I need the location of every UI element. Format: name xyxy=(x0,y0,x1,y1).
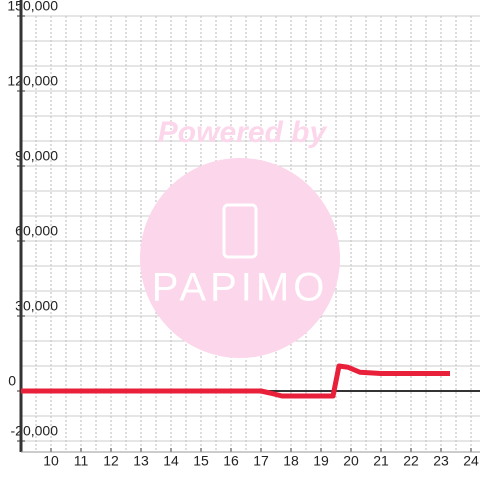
x-tick-label: 17 xyxy=(253,453,269,469)
y-tick-label: -20,000 xyxy=(11,423,59,439)
x-tick-label: 22 xyxy=(403,453,419,469)
x-tick-label: 18 xyxy=(283,453,299,469)
y-tick-label: 0 xyxy=(8,373,16,389)
x-tick-label: 21 xyxy=(373,453,389,469)
y-tick-label: 60,000 xyxy=(15,223,58,239)
x-tick-label: 19 xyxy=(313,453,329,469)
x-tick-label: 13 xyxy=(133,453,149,469)
x-tick-label: 23 xyxy=(433,453,449,469)
x-tick-label: 16 xyxy=(223,453,239,469)
x-tick-label: 14 xyxy=(163,453,179,469)
y-tick-label: 90,000 xyxy=(15,148,58,164)
x-tick-label: 15 xyxy=(193,453,209,469)
watermark-icon xyxy=(222,203,258,259)
x-tick-label: 11 xyxy=(74,453,89,469)
watermark-logo: PAPIMO xyxy=(152,266,329,310)
data-line xyxy=(21,363,450,399)
y-tick-label: 30,000 xyxy=(15,298,58,314)
x-tick-label: 20 xyxy=(343,453,359,469)
x-tick-label: 24 xyxy=(463,453,479,469)
x-tick-label: 12 xyxy=(103,453,119,469)
x-tick-label: 10 xyxy=(43,453,59,469)
watermark-text: Powered by xyxy=(158,116,328,149)
y-tick-label: 120,000 xyxy=(7,73,58,89)
y-tick-label: 150,000 xyxy=(7,0,58,14)
